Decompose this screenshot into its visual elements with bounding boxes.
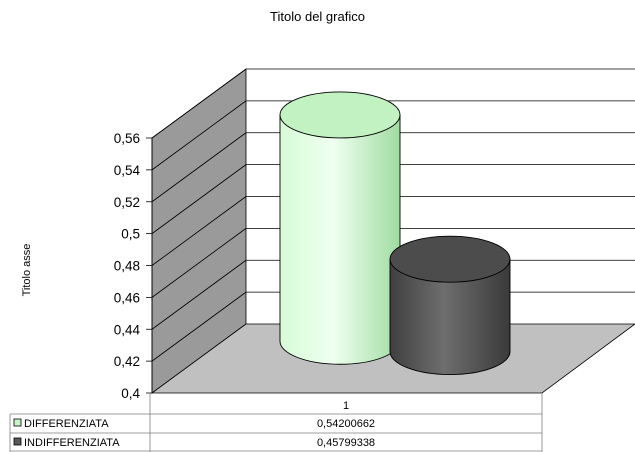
table-value-differenziata: 0,54200662 <box>317 418 375 430</box>
gridline-diagonal <box>151 164 247 234</box>
data-table <box>9 393 543 452</box>
chart-title: Titolo del grafico <box>270 9 365 24</box>
y-tick-label: 0,46 <box>114 290 140 305</box>
y-tick-label: 0,54 <box>114 163 141 178</box>
y-tick-label: 0,44 <box>114 322 141 337</box>
category-label: 1 <box>343 400 349 412</box>
gridline-diagonal <box>151 291 247 362</box>
gridline-diagonal <box>151 100 247 171</box>
y-tick-label: 0,52 <box>114 195 140 210</box>
bar-body-differenziata <box>279 114 401 365</box>
legend-swatch-differenziata <box>13 418 22 427</box>
bar-body-indifferenziata <box>389 258 511 376</box>
gridline-diagonal <box>151 228 247 298</box>
bar-top-differenziata <box>279 91 401 139</box>
y-axis: 0,4 0,42 0,44 0,46 0,48 0,5 0,52 0,54 0,56 <box>114 131 153 401</box>
y-axis-title: Titolo asse <box>21 244 33 297</box>
y-tick-label: 0,5 <box>121 227 140 242</box>
y-tick-label: 0,56 <box>114 131 140 146</box>
bars <box>279 91 511 376</box>
legend-swatch-indifferenziata <box>13 437 22 446</box>
gridline-diagonal <box>151 259 247 330</box>
bar-top-indifferenziata <box>389 235 511 283</box>
bar-differenziata <box>279 91 401 365</box>
gridline-diagonal <box>151 196 247 266</box>
y-tick-label: 0,48 <box>114 259 140 274</box>
y-tick-label: 0,4 <box>121 386 140 401</box>
y-tick-label: 0,42 <box>114 354 140 369</box>
legend-label-indifferenziata: INDIFFERENZIATA <box>24 437 120 449</box>
legend-label-differenziata: DIFFERENZIATA <box>24 418 109 430</box>
gridline-diagonal <box>151 68 247 139</box>
bar-indifferenziata <box>389 235 511 376</box>
gridline-diagonal <box>151 132 247 203</box>
table-value-indifferenziata: 0,45799338 <box>317 437 375 449</box>
